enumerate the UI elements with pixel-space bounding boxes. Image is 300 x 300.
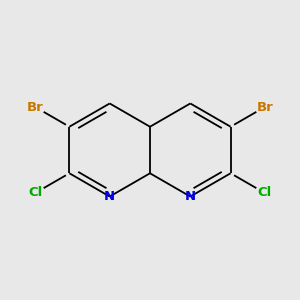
Text: Br: Br [256, 100, 273, 114]
Text: N: N [104, 190, 115, 203]
Text: Cl: Cl [28, 186, 43, 200]
Text: N: N [185, 190, 196, 203]
Text: Cl: Cl [257, 186, 272, 200]
Text: Br: Br [27, 100, 44, 114]
